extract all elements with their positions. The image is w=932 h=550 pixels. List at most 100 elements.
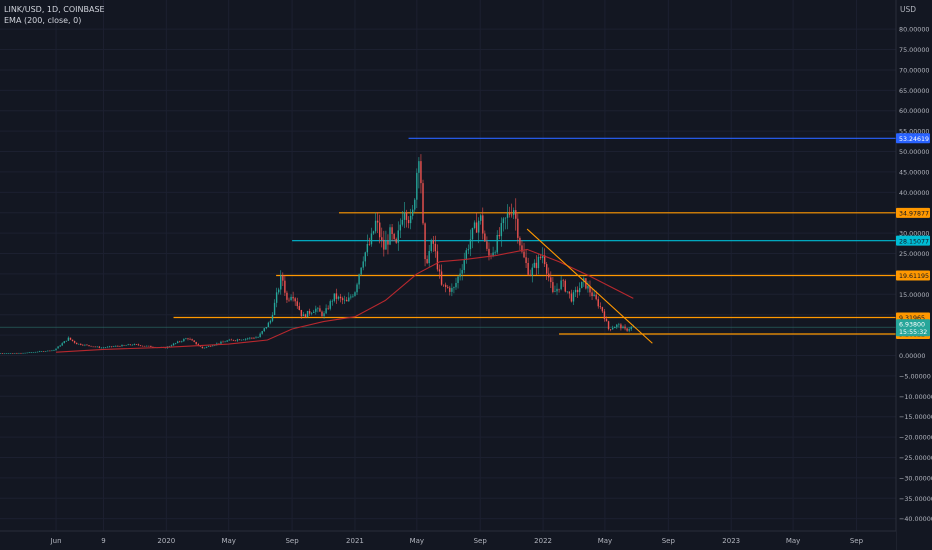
axis-price-labels: 53.24619 34.97877 28.15077 19.61195 9.31965 5… [896,133,930,340]
time-axis[interactable]: FebJun92020MaySep2021MaySep2022MaySep202… [0,537,864,545]
candle-body [75,342,78,345]
candle-body [556,288,558,292]
candle-body [562,280,564,282]
candle-body [32,352,35,353]
candle-body [523,251,525,258]
candle-body [389,227,391,245]
candle-body [263,328,265,332]
candle-body [255,337,257,339]
candle-body [379,222,381,238]
indicator-label[interactable]: EMA (200, close, 0) [4,16,82,25]
candle-body [595,294,597,300]
candle-body [451,288,453,292]
candle-body [572,292,575,302]
candle-body [461,270,463,274]
candle-body [84,344,86,346]
candle-body [127,344,129,346]
candle-body [131,344,134,346]
candle-body [539,256,542,258]
candle-body [40,351,43,352]
candle-body [49,350,51,352]
level-price-label-badge [896,235,930,246]
price-tick-label: 55.00000 [899,128,930,136]
candle-body [168,346,171,347]
symbol-title[interactable]: LINK/USD, 1D, COINBASE [4,5,105,14]
price-tick-label: −35.00000 [899,495,932,503]
time-tick-label: May [221,537,235,545]
candle-body [568,291,571,294]
candle-body [364,252,366,262]
candle-body [570,293,573,302]
candle-body [106,346,109,348]
candle-body [102,347,105,349]
candle-body [587,286,589,289]
candle-body [240,339,243,341]
candle-body [247,338,249,340]
candle-body [92,346,94,348]
candle-body [191,339,193,341]
candle-body [370,233,373,245]
price-tick-label: −10.00000 [899,393,932,401]
candle-body [463,259,465,271]
price-tick-label: 30.00000 [899,230,930,238]
candle-body [65,340,68,342]
candle-body [80,343,82,345]
candle-body [618,324,620,326]
candle-body [546,264,548,274]
candle-body [172,343,175,346]
candle-body [181,341,183,342]
candle-body [284,280,286,293]
candle-body [253,337,255,339]
candle-body [96,346,98,348]
candle-body [411,209,414,216]
candle-body [135,344,138,345]
candle-body [9,353,12,354]
candle-body [513,210,515,215]
candle-body [245,338,247,340]
price-tick-label: −25.00000 [899,454,932,462]
candle-body [436,251,439,270]
current-price-text: 6.93800 [899,322,925,329]
candle-body [506,213,509,218]
candle-body [605,319,608,322]
price-tick-label: −30.00000 [899,474,932,482]
candle-body [327,308,329,309]
level-price-label-text: 34.97877 [899,210,929,217]
time-tick-label: Sep [850,537,864,545]
currency-label: USD [900,5,916,14]
candle-body [432,240,435,244]
price-tick-label: 25.00000 [899,250,930,258]
time-tick-label: 2023 [722,537,740,545]
candle-body [333,293,336,301]
candle-body [82,344,84,346]
candle-body [100,347,103,349]
candle-body [601,307,604,312]
candle-body [115,345,117,347]
candle-body [475,222,478,233]
time-tick-label: May [786,537,800,545]
candle-body [407,219,410,224]
level-price-label-text: 53.24619 [899,136,929,143]
candle-body [304,314,307,318]
candle-body [368,244,371,245]
candle-body [78,343,80,345]
candle-body [331,300,333,302]
candle-body [589,286,591,293]
candle-body [119,346,121,347]
price-tick-label: 60.00000 [899,107,930,115]
candle-body [201,346,204,349]
horizontal-levels[interactable] [0,137,896,335]
candle-body [486,241,488,249]
candle-body [444,284,447,287]
candle-body [356,284,358,293]
price-tick-label: 65.00000 [899,87,930,95]
candle-body [152,346,154,348]
candle-body [193,340,195,342]
candle-body [343,299,346,301]
candle-body [578,288,581,293]
trendline[interactable] [526,228,653,344]
candle-body [430,240,432,252]
ema-line [55,248,634,353]
candle-body [251,337,253,339]
